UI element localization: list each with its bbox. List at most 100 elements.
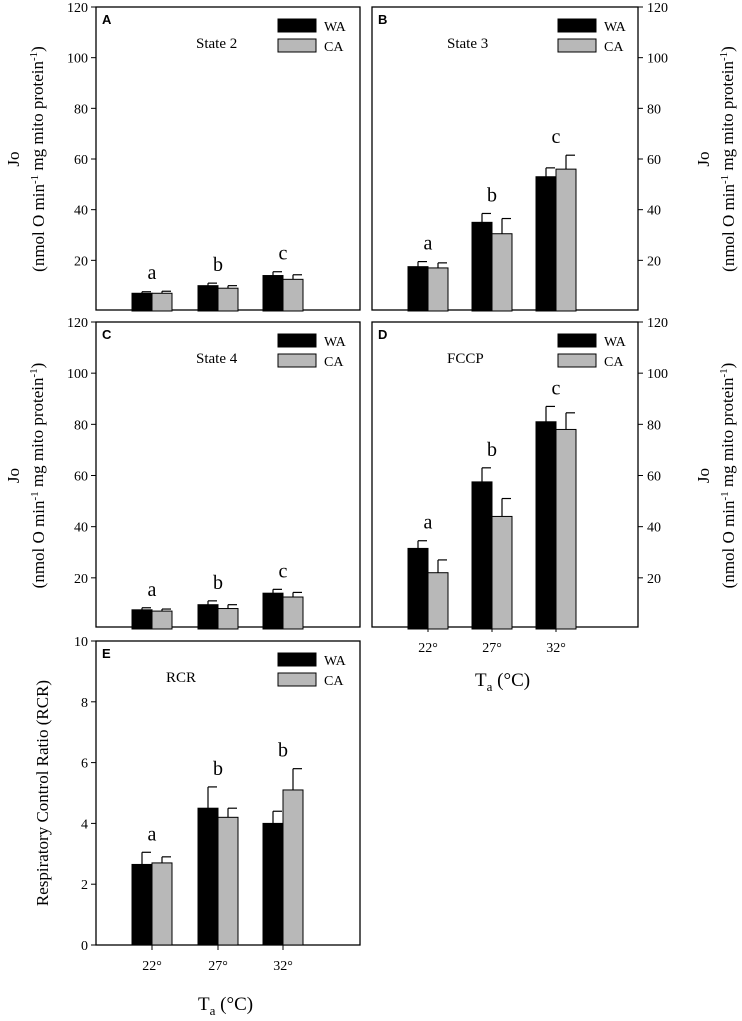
bar-ca-0 <box>151 292 173 312</box>
y-axis-label-line1: Jo <box>4 468 23 483</box>
bar-ca-1 <box>491 233 513 312</box>
panel-letter: A <box>102 12 112 27</box>
y-axis-label-line1: Jo <box>694 151 713 166</box>
bar-ca-0 <box>427 572 449 630</box>
x-tick-label: 32° <box>546 641 566 656</box>
panel-letter: C <box>102 327 112 342</box>
bar-wa-0 <box>131 292 153 312</box>
legend-label-ca: CA <box>604 355 624 370</box>
y-tick-label: 60 <box>74 470 88 485</box>
y-tick-label: 80 <box>647 102 661 117</box>
panel-c: C 20 40 60 80 100 120 Jo (nmol O min-1 mg mito p… <box>4 316 361 630</box>
legend-swatch-ca <box>557 38 597 53</box>
bar-wa-2 <box>262 822 284 946</box>
y-tick-label: 8 <box>81 696 88 711</box>
legend-label-wa: WA <box>324 335 347 350</box>
y-tick-label: 40 <box>647 521 661 536</box>
legend-label-wa: WA <box>324 654 347 669</box>
plot-frame <box>95 321 361 628</box>
significance-letter: a <box>424 233 433 255</box>
legend-label-wa: WA <box>604 20 627 35</box>
x-tick-label: 27° <box>482 641 502 656</box>
legend-swatch-ca <box>277 672 317 687</box>
significance-letter: a <box>424 512 433 534</box>
bar-wa-0 <box>407 266 429 312</box>
y-tick-label: 10 <box>74 635 88 650</box>
y-axis-label: Respiratory Control Ratio (RCR) <box>33 680 52 906</box>
y-tick-label: 6 <box>81 757 88 772</box>
x-tick-label: 32° <box>273 959 293 974</box>
bar-ca-1 <box>217 287 239 312</box>
y-tick-label: 120 <box>67 1 88 16</box>
panel-letter: B <box>378 12 387 27</box>
bar-ca-0 <box>151 862 173 946</box>
bar-wa-1 <box>197 807 219 946</box>
panel-b: B 20 40 60 80 100 120 Jo (nmol O min-1 mg mito p… <box>371 1 738 312</box>
y-tick-label: 20 <box>647 572 661 587</box>
significance-letter: b <box>213 254 223 276</box>
significance-letter: a <box>148 823 157 845</box>
bar-wa-2 <box>262 275 284 312</box>
bar-wa-1 <box>471 221 493 312</box>
bar-ca-2 <box>282 596 304 630</box>
significance-letter: c <box>552 377 561 399</box>
y-axis-label-line2: (nmol O min-1 mg mito protein-1) <box>28 46 48 272</box>
y-tick-label: 20 <box>74 572 88 587</box>
bar-ca-2 <box>282 789 304 946</box>
panel-title: FCCP <box>447 351 484 367</box>
bar-ca-0 <box>427 267 449 312</box>
significance-letter: c <box>279 243 288 265</box>
legend-label-ca: CA <box>324 355 344 370</box>
bar-ca-1 <box>491 515 513 630</box>
y-tick-label: 40 <box>647 204 661 219</box>
y-tick-label: 20 <box>647 254 661 269</box>
y-axis-label-line1: Jo <box>694 468 713 483</box>
x-axis-label: Ta (°C) <box>198 994 253 1018</box>
bar-wa-2 <box>535 421 557 630</box>
significance-letter: b <box>213 572 223 594</box>
y-tick-label: 40 <box>74 204 88 219</box>
legend-swatch-ca <box>277 38 317 53</box>
x-tick-label: 22° <box>418 641 438 656</box>
x-tick-label: 27° <box>208 959 228 974</box>
y-axis-label-line1: Jo <box>4 151 23 166</box>
bar-ca-2 <box>555 168 577 312</box>
panel-letter: D <box>378 327 387 342</box>
y-tick-label: 60 <box>647 153 661 168</box>
y-tick-label: 120 <box>647 1 668 16</box>
legend-swatch-ca <box>557 353 597 368</box>
bar-ca-0 <box>151 610 173 630</box>
significance-letter: b <box>278 740 288 762</box>
bar-wa-1 <box>197 604 219 630</box>
x-tick-label: 22° <box>142 959 162 974</box>
y-tick-label: 80 <box>74 418 88 433</box>
legend-label-wa: WA <box>324 20 347 35</box>
panel-title: State 4 <box>196 351 238 367</box>
bar-wa-0 <box>131 609 153 630</box>
significance-letter: c <box>552 126 561 148</box>
bar-wa-2 <box>262 592 284 630</box>
significance-letter: a <box>148 579 157 601</box>
panel-title: RCR <box>166 670 196 686</box>
y-tick-label: 100 <box>67 367 88 382</box>
bar-ca-1 <box>217 816 239 946</box>
y-tick-label: 2 <box>81 878 88 893</box>
y-tick-label: 60 <box>74 153 88 168</box>
significance-letter: a <box>148 262 157 284</box>
legend-label-ca: CA <box>604 40 624 55</box>
legend-label-ca: CA <box>324 674 344 689</box>
y-axis-label-line2: (nmol O min-1 mg mito protein-1) <box>718 46 738 272</box>
bar-wa-1 <box>471 481 493 630</box>
legend-swatch-wa <box>557 333 597 348</box>
x-axis-label: Ta (°C) <box>475 670 530 694</box>
y-tick-label: 60 <box>647 470 661 485</box>
panel-e: E 0 2 4 6 8 10 Respiratory Control Ratio (RCR) R… <box>33 635 361 1018</box>
legend-label-wa: WA <box>604 335 627 350</box>
y-tick-label: 20 <box>74 254 88 269</box>
y-tick-label: 120 <box>647 316 668 331</box>
bar-ca-2 <box>555 428 577 630</box>
legend-swatch-ca <box>277 353 317 368</box>
y-tick-label: 80 <box>74 102 88 117</box>
legend-label-ca: CA <box>324 40 344 55</box>
legend-swatch-wa <box>557 18 597 33</box>
